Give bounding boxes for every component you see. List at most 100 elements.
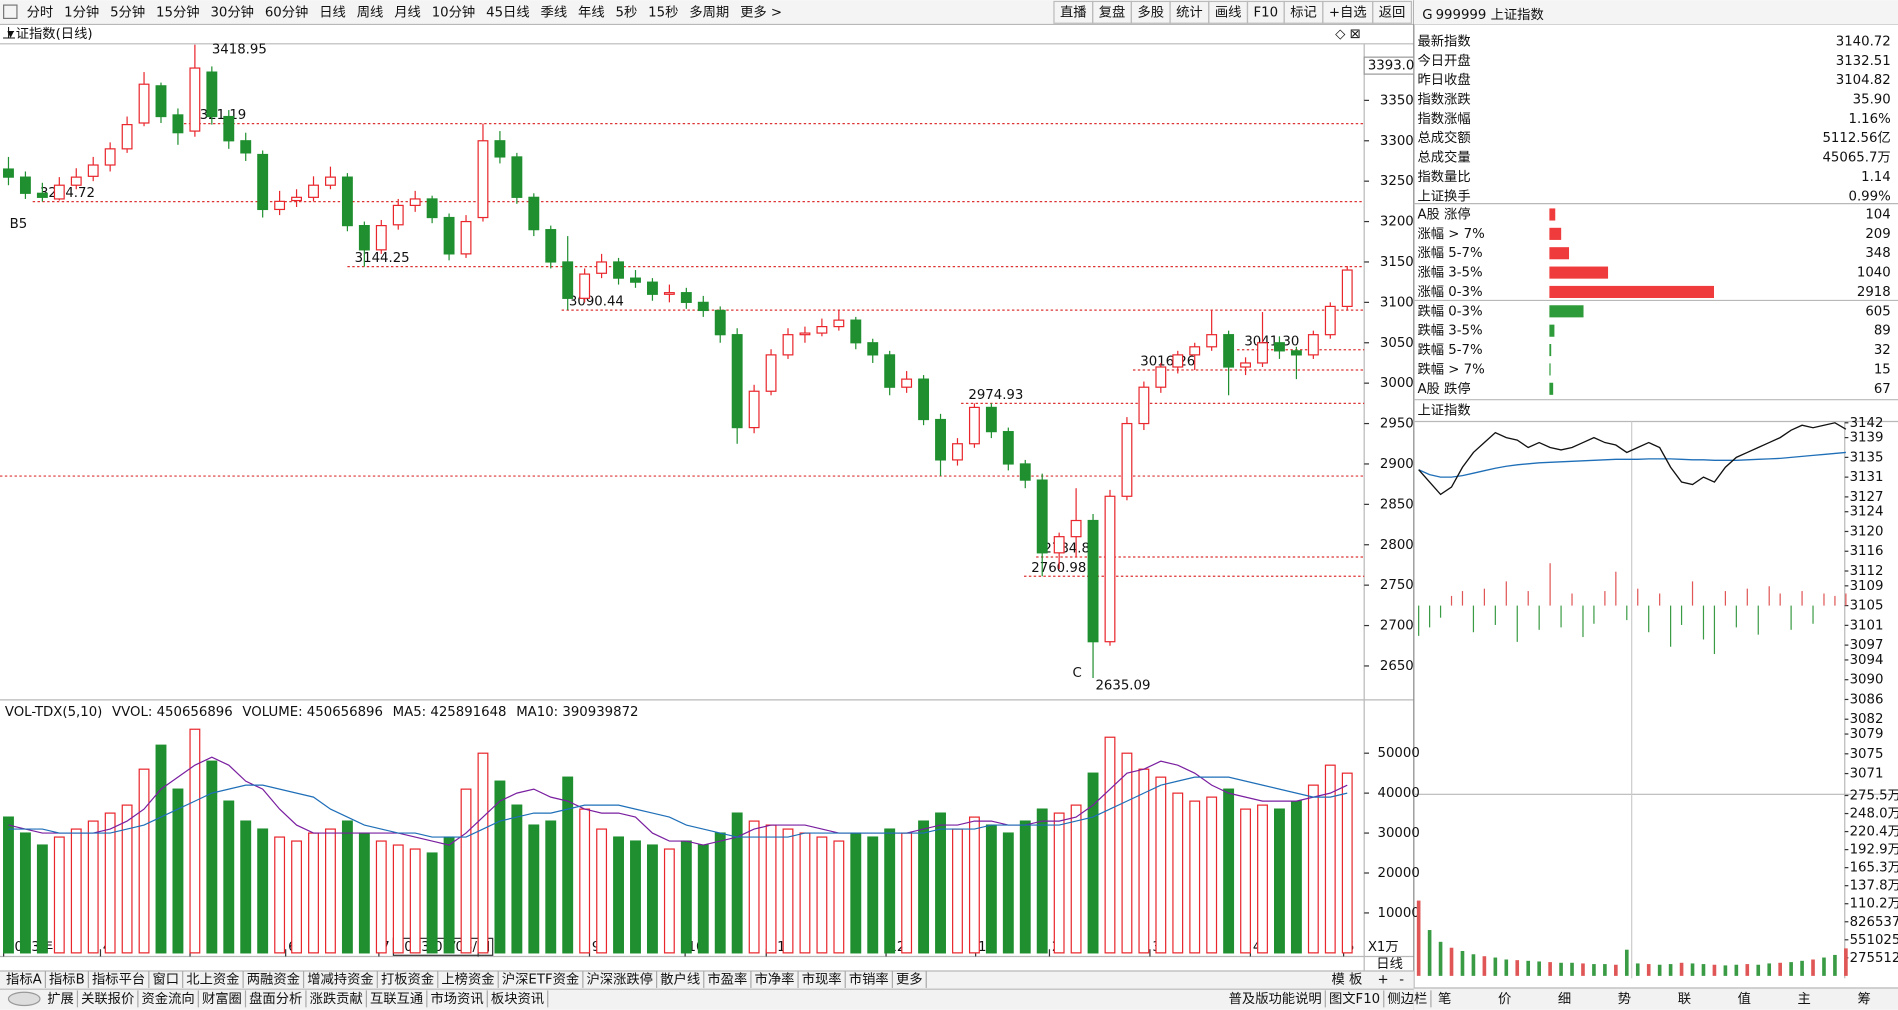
- toolbar-button[interactable]: 标记: [1290, 4, 1317, 20]
- breadth-value: 32: [1874, 343, 1891, 358]
- intraday-volume-bar: [1745, 964, 1750, 976]
- tab[interactable]: 指标平台: [92, 972, 145, 988]
- side-tab[interactable]: 细: [1558, 991, 1571, 1007]
- tab[interactable]: 图文F10: [1329, 991, 1380, 1007]
- tab[interactable]: 窗口: [152, 971, 179, 988]
- side-tab[interactable]: 势: [1618, 991, 1631, 1007]
- tab[interactable]: 市现率: [802, 971, 842, 988]
- tab[interactable]: 普及版功能说明: [1229, 991, 1322, 1007]
- period-tab[interactable]: 更多 >: [740, 3, 782, 20]
- tab[interactable]: 涨跌贡献: [310, 991, 363, 1007]
- period-tab[interactable]: 10分钟: [432, 3, 476, 20]
- period-tab[interactable]: 季线: [541, 4, 568, 20]
- period-tab[interactable]: 多周期: [689, 3, 729, 20]
- tab[interactable]: 关联报价: [81, 991, 134, 1007]
- period-tab[interactable]: 5分钟: [110, 3, 145, 20]
- volume-bar: [663, 848, 675, 954]
- y-tick-label: 40000: [1378, 786, 1420, 801]
- candle-body: [799, 332, 811, 336]
- candle-body: [833, 319, 845, 328]
- icon[interactable]: ⊠: [1350, 27, 1361, 42]
- candle-body: [1002, 431, 1014, 465]
- toolbar-button[interactable]: 返回: [1379, 4, 1406, 20]
- side-tab[interactable]: 联: [1678, 991, 1691, 1007]
- candle-body: [850, 319, 862, 344]
- toolbar-button[interactable]: +自选: [1329, 4, 1367, 20]
- period-tab[interactable]: 45日线: [486, 4, 530, 20]
- tab[interactable]: 市场资讯: [430, 990, 483, 1007]
- period-tab[interactable]: 5秒: [616, 4, 638, 20]
- period-tab[interactable]: 1分钟: [64, 3, 99, 20]
- candle-body: [477, 140, 489, 219]
- candle-body: [731, 334, 743, 429]
- tab[interactable]: 增减持资金: [307, 972, 373, 988]
- candle-body: [138, 83, 150, 124]
- tab[interactable]: 市销率: [849, 971, 889, 988]
- period-tab[interactable]: 15分钟: [156, 3, 200, 20]
- tab[interactable]: 财富圈: [202, 990, 242, 1007]
- tab[interactable]: 资金流向: [142, 991, 195, 1007]
- button-frame[interactable]: [1053, 0, 1094, 24]
- candle-body: [460, 220, 472, 255]
- quote-label: 最新指数: [1417, 33, 1470, 49]
- volume-bar: [1307, 784, 1319, 954]
- toolbar-button[interactable]: 直播: [1060, 4, 1087, 20]
- level-label: 3144.25: [355, 251, 410, 266]
- candle-body: [1036, 479, 1048, 554]
- tab[interactable]: 市净率: [755, 971, 795, 988]
- toolbar-button[interactable]: 画线: [1215, 4, 1242, 20]
- volume-bar: [596, 828, 608, 954]
- period-tab[interactable]: 周线: [357, 4, 384, 20]
- tab[interactable]: 互联互通: [370, 991, 423, 1007]
- period-tab[interactable]: 年线: [578, 4, 605, 20]
- menu-icon[interactable]: [3, 4, 18, 20]
- volume-bar: [782, 828, 794, 954]
- toggle-icon[interactable]: [7, 991, 41, 1007]
- period-tab[interactable]: 60分钟: [265, 3, 309, 20]
- tab[interactable]: 指标A: [6, 972, 42, 988]
- y-tick-label: 3086: [1850, 692, 1884, 707]
- volume-bar: [36, 844, 48, 954]
- tab[interactable]: 指标B: [49, 972, 85, 988]
- toolbar-button[interactable]: F10: [1254, 5, 1279, 20]
- candle-body: [596, 261, 608, 274]
- tab[interactable]: 打板资金: [381, 972, 434, 988]
- period-tab[interactable]: 月线: [394, 4, 421, 20]
- top-label: 3393.0: [1368, 59, 1415, 74]
- intraday-volume-bar: [1844, 948, 1848, 976]
- tab[interactable]: 市盈率: [707, 971, 747, 988]
- tab[interactable]: 散户线: [660, 971, 700, 988]
- y-tick-label: 3131: [1850, 470, 1884, 485]
- tab[interactable]: 扩展: [47, 991, 74, 1007]
- tab[interactable]: 上榜资金: [441, 971, 494, 988]
- volume-bar: [935, 812, 946, 954]
- period-tab[interactable]: 15秒: [648, 4, 678, 20]
- side-tab[interactable]: 价: [1498, 992, 1511, 1007]
- volume-bar: [189, 728, 201, 954]
- icon[interactable]: ◇: [1335, 27, 1346, 42]
- tab[interactable]: 板块资讯: [491, 991, 544, 1007]
- toolbar-button[interactable]: 统计: [1176, 4, 1203, 20]
- tab[interactable]: 侧边栏: [1387, 991, 1427, 1007]
- candle-body: [918, 378, 930, 421]
- tab[interactable]: 盘面分析: [249, 990, 302, 1007]
- period-tab[interactable]: 日线: [319, 4, 346, 20]
- tab[interactable]: -: [1399, 972, 1404, 987]
- side-tab[interactable]: 笔: [1438, 991, 1451, 1007]
- tab[interactable]: 模 板: [1332, 972, 1363, 988]
- toolbar-button[interactable]: 复盘: [1099, 3, 1126, 20]
- side-tab[interactable]: 值: [1738, 991, 1751, 1007]
- tab[interactable]: 更多: [896, 971, 923, 988]
- toolbar-button[interactable]: 多股: [1137, 3, 1164, 20]
- tab[interactable]: 沪深涨跌停: [586, 971, 652, 988]
- side-tab[interactable]: 筹: [1857, 990, 1870, 1007]
- tab[interactable]: +: [1378, 972, 1389, 987]
- period-tab[interactable]: 分时: [27, 4, 54, 20]
- side-tab[interactable]: 主: [1798, 991, 1811, 1007]
- tab[interactable]: 沪深ETF资金: [502, 972, 579, 988]
- tab[interactable]: 北上资金: [186, 972, 239, 988]
- volume-bar: [1155, 776, 1167, 954]
- tab[interactable]: 两融资金: [247, 972, 300, 988]
- y-tick-label: 10000: [1378, 906, 1420, 921]
- period-tab[interactable]: 30分钟: [210, 3, 254, 20]
